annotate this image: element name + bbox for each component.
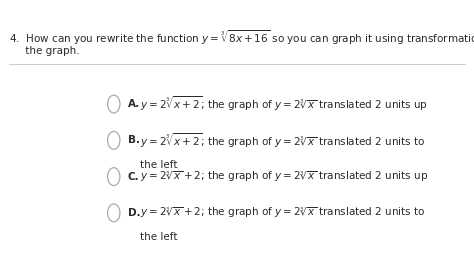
- Text: the left: the left: [140, 160, 177, 170]
- Text: $y = 2\sqrt[3]{x + 2}$; the graph of $y = 2\sqrt[3]{x}$ translated 2 units up: $y = 2\sqrt[3]{x + 2}$; the graph of $y …: [140, 95, 428, 113]
- Text: $y = 2\sqrt[3]{x + 2}$; the graph of $y = 2\sqrt[3]{x}$ translated 2 units to: $y = 2\sqrt[3]{x + 2}$; the graph of $y …: [140, 131, 425, 150]
- Text: A.: A.: [128, 99, 140, 109]
- Text: D.: D.: [128, 208, 141, 218]
- Text: $y = 2\sqrt[3]{x} + 2$; the graph of $y = 2\sqrt[3]{x}$ translated 2 units up: $y = 2\sqrt[3]{x} + 2$; the graph of $y …: [140, 169, 428, 184]
- Text: C.: C.: [128, 172, 140, 182]
- Text: the graph.: the graph.: [9, 46, 80, 56]
- Text: 4.  How can you rewrite the function $y = \sqrt[3]{8x + 16}$ so you can graph it: 4. How can you rewrite the function $y =…: [9, 28, 474, 47]
- Text: B.: B.: [128, 135, 140, 145]
- Text: $y = 2\sqrt[3]{x} + 2$; the graph of $y = 2\sqrt[3]{x}$ translated 2 units to: $y = 2\sqrt[3]{x} + 2$; the graph of $y …: [140, 205, 425, 220]
- Text: the left: the left: [140, 232, 177, 242]
